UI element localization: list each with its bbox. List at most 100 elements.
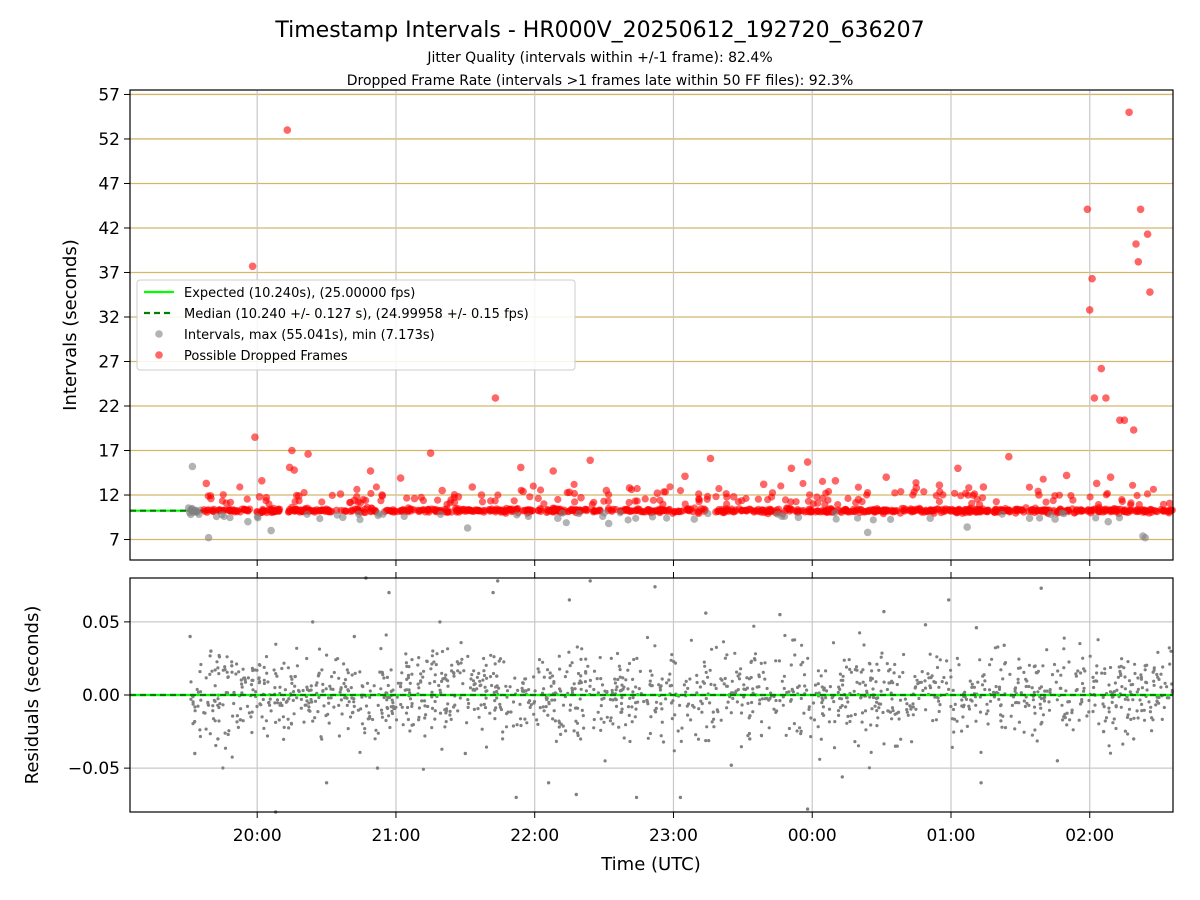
residual-point <box>609 656 613 661</box>
residual-point <box>745 676 749 680</box>
interval-point <box>244 517 252 526</box>
interval-point <box>778 512 786 521</box>
residual-point <box>577 681 581 685</box>
residual-point <box>608 697 613 702</box>
dropped-frame-point <box>1062 471 1071 480</box>
interval-point <box>616 509 624 517</box>
residual-point <box>957 663 961 667</box>
residual-point <box>974 719 978 723</box>
residual-point <box>875 724 879 728</box>
residual-point <box>969 698 973 702</box>
residual-point <box>670 683 674 688</box>
residual-point <box>407 665 411 669</box>
residual-point <box>725 684 730 688</box>
residual-point <box>305 685 309 689</box>
residual-point <box>832 700 836 704</box>
residual-point <box>645 700 650 704</box>
dropped-frame-point <box>706 454 715 463</box>
dropped-frame-point <box>954 506 963 514</box>
residual-point <box>232 691 236 695</box>
residual-point <box>419 680 423 684</box>
residual-point <box>660 677 664 681</box>
interval-point <box>1051 515 1059 523</box>
residual-point <box>1116 675 1120 679</box>
residual-point <box>430 662 434 666</box>
residual-point <box>386 683 390 688</box>
residual-point <box>836 709 841 713</box>
dropped-frame-point <box>415 507 424 515</box>
residual-point <box>326 696 331 700</box>
residual-point <box>448 713 452 717</box>
residual-point <box>482 656 486 661</box>
residual-point <box>1091 675 1095 680</box>
residual-point <box>914 685 918 689</box>
residual-point <box>947 687 951 692</box>
residual-point <box>533 689 537 693</box>
residual-point <box>575 645 579 649</box>
residual-point <box>1160 717 1164 722</box>
residual-point <box>337 676 341 680</box>
top-ytick-label: 27 <box>98 352 120 372</box>
residual-point <box>787 726 792 731</box>
interval-point <box>863 528 872 537</box>
residual-point <box>547 700 551 705</box>
residual-point <box>255 704 259 709</box>
residual-point <box>532 675 536 679</box>
residual-point <box>388 725 392 730</box>
dropped-frame-point <box>656 506 664 514</box>
residual-point <box>648 669 653 673</box>
residual-point <box>466 705 470 710</box>
residual-point <box>618 668 622 672</box>
residual-point <box>609 716 613 720</box>
residual-point <box>976 680 980 684</box>
dropped-frame-point <box>202 479 211 488</box>
top-ytick-label: 57 <box>98 85 120 105</box>
residual-point <box>234 672 238 676</box>
residual-point <box>868 695 872 699</box>
dropped-frame-point <box>738 497 746 505</box>
residual-point <box>209 649 213 653</box>
residual-point <box>511 700 516 704</box>
residual-point <box>937 685 941 689</box>
residual-point <box>831 641 836 645</box>
residual-point <box>950 745 954 750</box>
residual-point <box>982 673 986 677</box>
residual-point <box>996 645 1000 649</box>
residual-point <box>859 695 863 699</box>
residual-point <box>846 700 850 704</box>
residual-point <box>483 685 487 689</box>
dropped-frame-point <box>1165 509 1173 517</box>
residual-point <box>978 658 982 662</box>
residual-point <box>400 671 404 675</box>
dropped-frame-point <box>750 507 758 515</box>
residual-point <box>780 679 784 683</box>
residual-point <box>1088 654 1092 658</box>
interval-point <box>558 509 567 517</box>
residual-point <box>404 652 408 656</box>
residual-point <box>799 729 803 733</box>
residual-point <box>937 699 941 703</box>
residual-point <box>710 647 714 651</box>
residual-point <box>915 678 919 682</box>
residual-point <box>1135 709 1139 713</box>
residual-point <box>446 679 450 683</box>
residual-point <box>888 667 892 672</box>
top-ytick-label: 47 <box>98 174 120 194</box>
residual-point <box>752 624 756 628</box>
residual-point <box>819 674 823 678</box>
residual-point <box>689 638 694 642</box>
residual-point <box>317 695 321 700</box>
legend: Expected (10.240s), (25.00000 fps) Media… <box>136 279 576 371</box>
residual-point <box>751 687 755 691</box>
dropped-frame-point <box>1090 394 1099 402</box>
interval-point <box>1046 510 1055 519</box>
residual-point <box>620 707 624 711</box>
residual-point <box>875 709 879 713</box>
residual-point <box>1034 671 1038 675</box>
residual-point <box>877 706 881 710</box>
residual-point <box>740 703 744 707</box>
residual-point <box>501 737 505 741</box>
residual-point <box>1087 698 1091 703</box>
top-ytick-label: 22 <box>98 397 120 417</box>
dropped-frame-point <box>1085 306 1094 314</box>
